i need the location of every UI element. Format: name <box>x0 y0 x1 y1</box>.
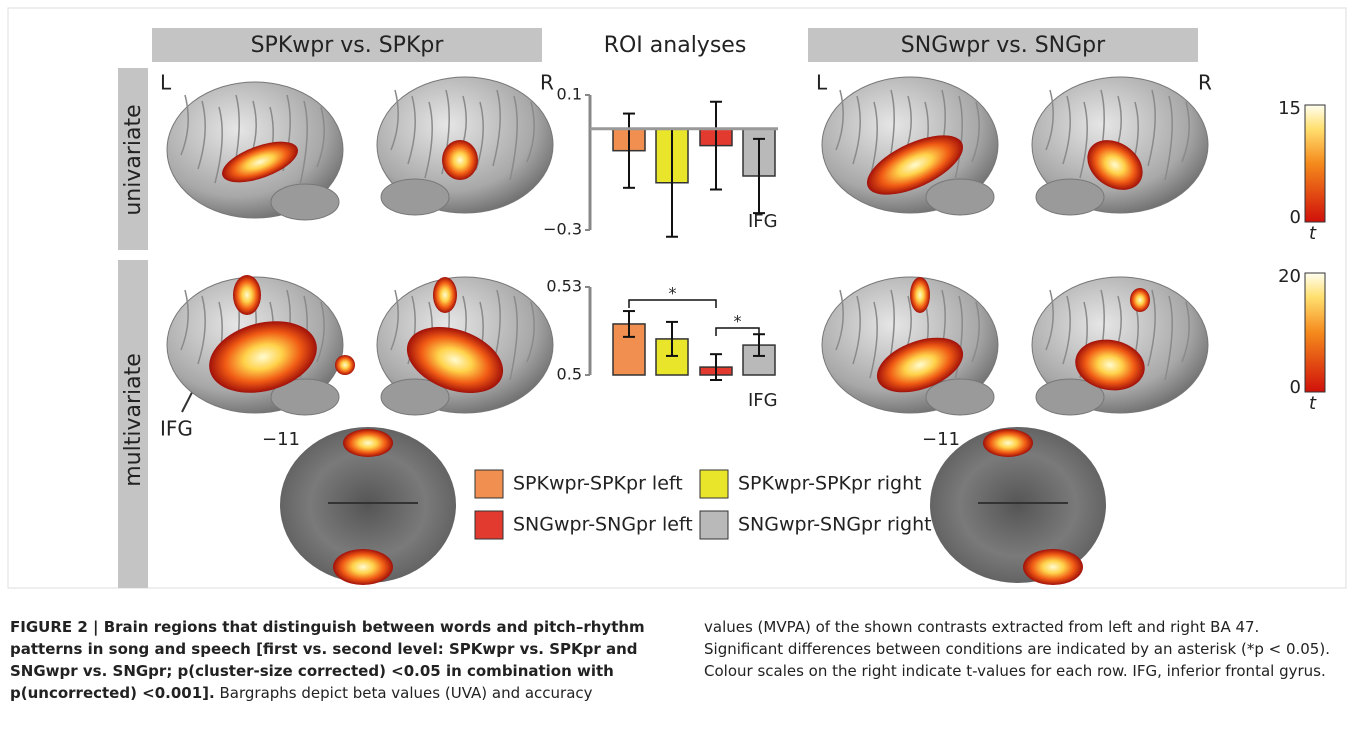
activation <box>333 549 393 585</box>
y-tick-label: −0.3 <box>543 220 582 239</box>
hemisphere-label: R <box>540 71 554 95</box>
y-tick-label: 0.5 <box>557 365 582 384</box>
figure: SPKwpr vs. SPKpr ROI analyses SNGwpr vs.… <box>0 0 1354 600</box>
significance-marker: * <box>669 284 677 303</box>
significance-marker: * <box>734 312 742 331</box>
row-label: multivariate <box>121 353 146 487</box>
chart-label: IFG <box>748 211 778 232</box>
hemisphere-label: L <box>160 71 172 95</box>
legend-swatch <box>700 470 728 498</box>
colorbar-label: t <box>1309 393 1317 414</box>
activation <box>233 275 261 315</box>
chart-label: IFG <box>748 390 778 411</box>
cerebellum <box>271 184 339 220</box>
legend-label: SPKwpr-SPKpr right <box>738 473 922 495</box>
colorbar <box>1305 105 1325 222</box>
cerebellum <box>926 179 994 215</box>
header: ROI analyses <box>604 33 747 58</box>
activation <box>1130 288 1150 312</box>
header: SPKwpr vs. SPKpr <box>251 33 445 58</box>
activation <box>433 277 457 313</box>
colorbar <box>1305 273 1325 392</box>
legend-swatch <box>475 511 503 539</box>
colorbar-min: 0 <box>1290 377 1301 398</box>
legend-label: SNGwpr-SNGpr left <box>513 514 693 536</box>
legend-swatch <box>475 470 503 498</box>
row-label: univariate <box>121 104 146 215</box>
y-tick-label: 0.1 <box>557 85 582 104</box>
colorbar-label: t <box>1309 223 1317 244</box>
colorbar-max: 15 <box>1278 98 1301 119</box>
colorbar-min: 0 <box>1290 207 1301 228</box>
activation <box>343 429 393 457</box>
colorbar-max: 20 <box>1278 266 1301 287</box>
cerebellum <box>381 179 449 215</box>
cerebellum <box>926 379 994 415</box>
legend-label: SPKwpr-SPKpr left <box>513 473 683 495</box>
activation <box>983 429 1033 457</box>
caption: FIGURE 2 | Brain regions that distinguis… <box>10 616 1340 704</box>
cerebellum <box>1036 179 1104 215</box>
legend-swatch <box>700 511 728 539</box>
header: SNGwpr vs. SNGpr <box>901 33 1106 58</box>
slice-label: −11 <box>262 429 300 450</box>
activation <box>335 355 355 375</box>
activation <box>910 277 930 313</box>
activation <box>1023 549 1083 585</box>
legend-label: SNGwpr-SNGpr right <box>738 514 932 536</box>
hemisphere-label: R <box>1198 71 1212 95</box>
region-callout: IFG <box>160 417 193 441</box>
slice-label: −11 <box>922 429 960 450</box>
y-tick-label: 0.53 <box>546 277 582 296</box>
activation <box>442 140 478 180</box>
hemisphere-label: L <box>816 71 828 95</box>
page: SPKwpr vs. SPKpr ROI analyses SNGwpr vs.… <box>0 0 1354 734</box>
